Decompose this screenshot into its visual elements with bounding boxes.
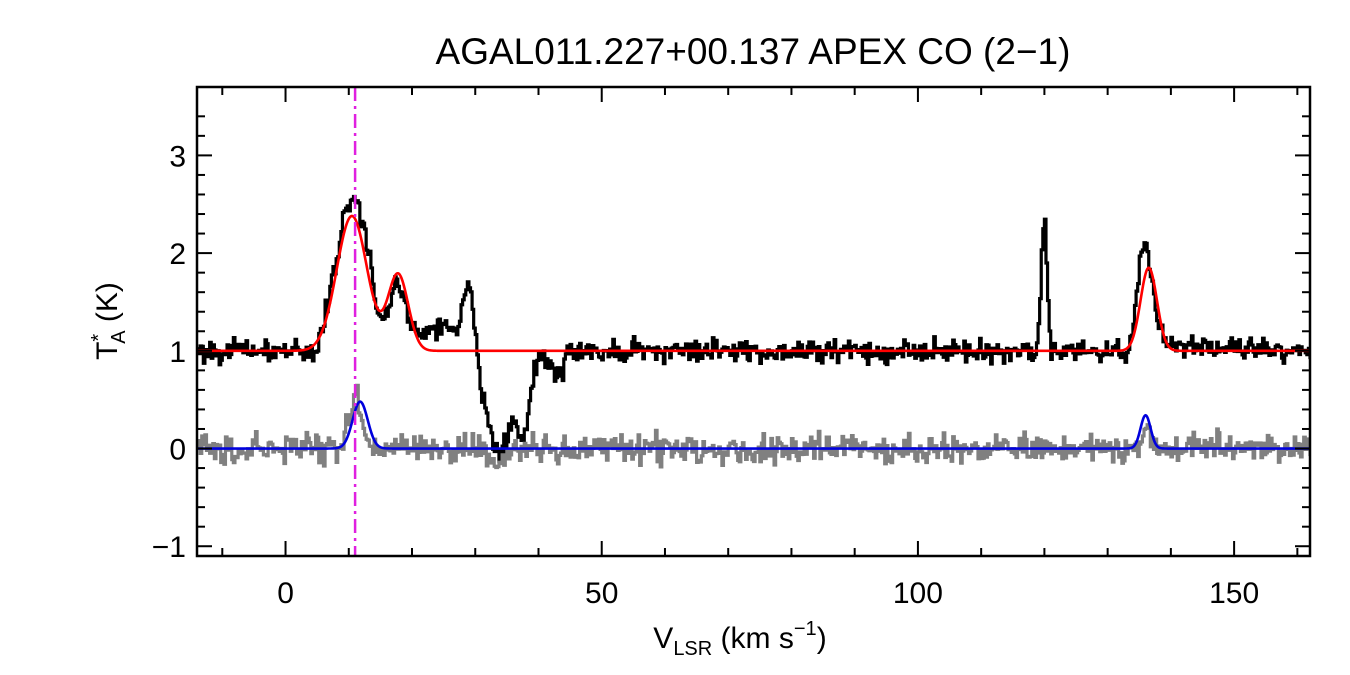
x-axis-title-close: ) — [817, 622, 827, 655]
x-tick-label: 50 — [585, 577, 618, 610]
series-residual-1 — [197, 383, 1310, 470]
y-tick-label: 0 — [169, 434, 186, 467]
y-tick-label: 3 — [169, 140, 186, 173]
series-fit-2 — [197, 214, 1310, 353]
x-axis-title-sup: −1 — [794, 618, 817, 640]
y-axis-title-sup: * — [88, 334, 110, 342]
x-tick-label: 150 — [1209, 577, 1259, 610]
series-spectrum-0 — [197, 194, 1310, 463]
x-tick-label: 100 — [893, 577, 943, 610]
plot-area — [197, 87, 1310, 556]
axes: 0 50 100 150 −1 0 1 2 3 — [152, 85, 1312, 610]
chart-title: AGAL011.227+00.137 APEX CO (2−1) — [436, 31, 1071, 72]
y-axis-title-rest: (K) — [91, 282, 124, 330]
y-tick-label: −1 — [152, 531, 186, 564]
x-axis-title-main: V — [653, 622, 673, 655]
plot-frame — [195, 85, 1312, 558]
y-axis-title-sub: A — [108, 330, 130, 344]
x-axis-title: VLSR (km s−1) — [653, 618, 826, 660]
x-tick-label: 0 — [277, 577, 294, 610]
y-tick-label: 2 — [169, 238, 186, 271]
series-fit-3 — [197, 400, 1310, 450]
x-axis-title-sub: LSR — [673, 638, 712, 660]
y-axis-title: T*A (K) — [88, 282, 130, 360]
x-axis-title-rest: (km s — [712, 622, 794, 655]
y-axis-title-main: T — [91, 342, 124, 360]
y-tick-label: 1 — [169, 336, 186, 369]
